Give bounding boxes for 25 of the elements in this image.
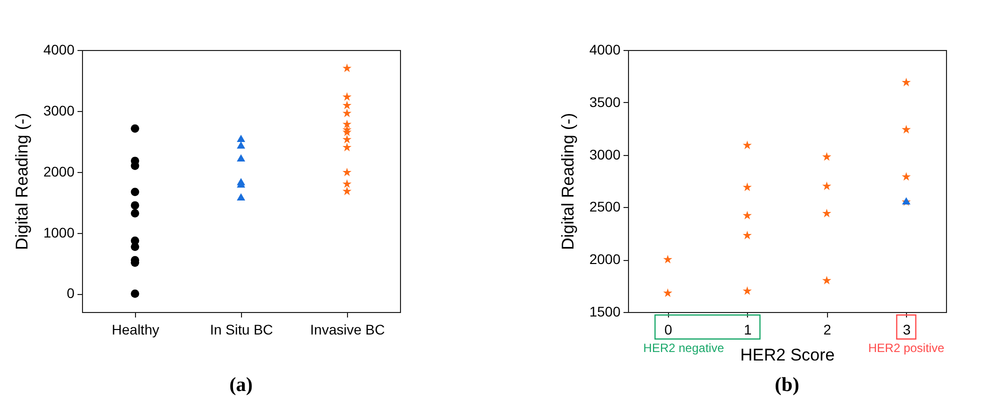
y-tick-label: 3000: [589, 146, 621, 162]
y-tick-label: 3000: [43, 102, 75, 118]
x-tick-label: Invasive BC: [310, 322, 385, 338]
x-tick-label: 3: [902, 322, 911, 338]
x-tick-label: 1: [744, 322, 752, 338]
y-tick-label: 1500: [589, 304, 621, 320]
y-axis-title: Digital Reading (-): [558, 113, 578, 250]
y-tick-label: 0: [66, 285, 75, 302]
text: HER2 positive: [868, 341, 945, 355]
x-tick-label: In Situ BC: [210, 322, 274, 338]
y-tick-label: 2500: [589, 198, 621, 215]
text: (b): [774, 374, 800, 396]
y-axis-title: Digital Reading (-): [12, 113, 32, 250]
text: (a): [229, 374, 253, 396]
x-tick-label: 0: [664, 322, 672, 338]
y-tick-label: 2000: [43, 163, 75, 180]
text: HER2 negative: [643, 341, 724, 355]
x-tick-label: Healthy: [112, 322, 160, 338]
x-axis-title: HER2 Score: [740, 346, 835, 364]
y-tick-label: 2000: [589, 251, 621, 268]
x-tick-label: 2: [823, 322, 832, 338]
y-tick-label: 1000: [43, 224, 75, 240]
y-tick-label: 3500: [589, 94, 621, 110]
y-tick-label: 4000: [589, 42, 621, 58]
y-tick-label: 4000: [43, 42, 75, 58]
